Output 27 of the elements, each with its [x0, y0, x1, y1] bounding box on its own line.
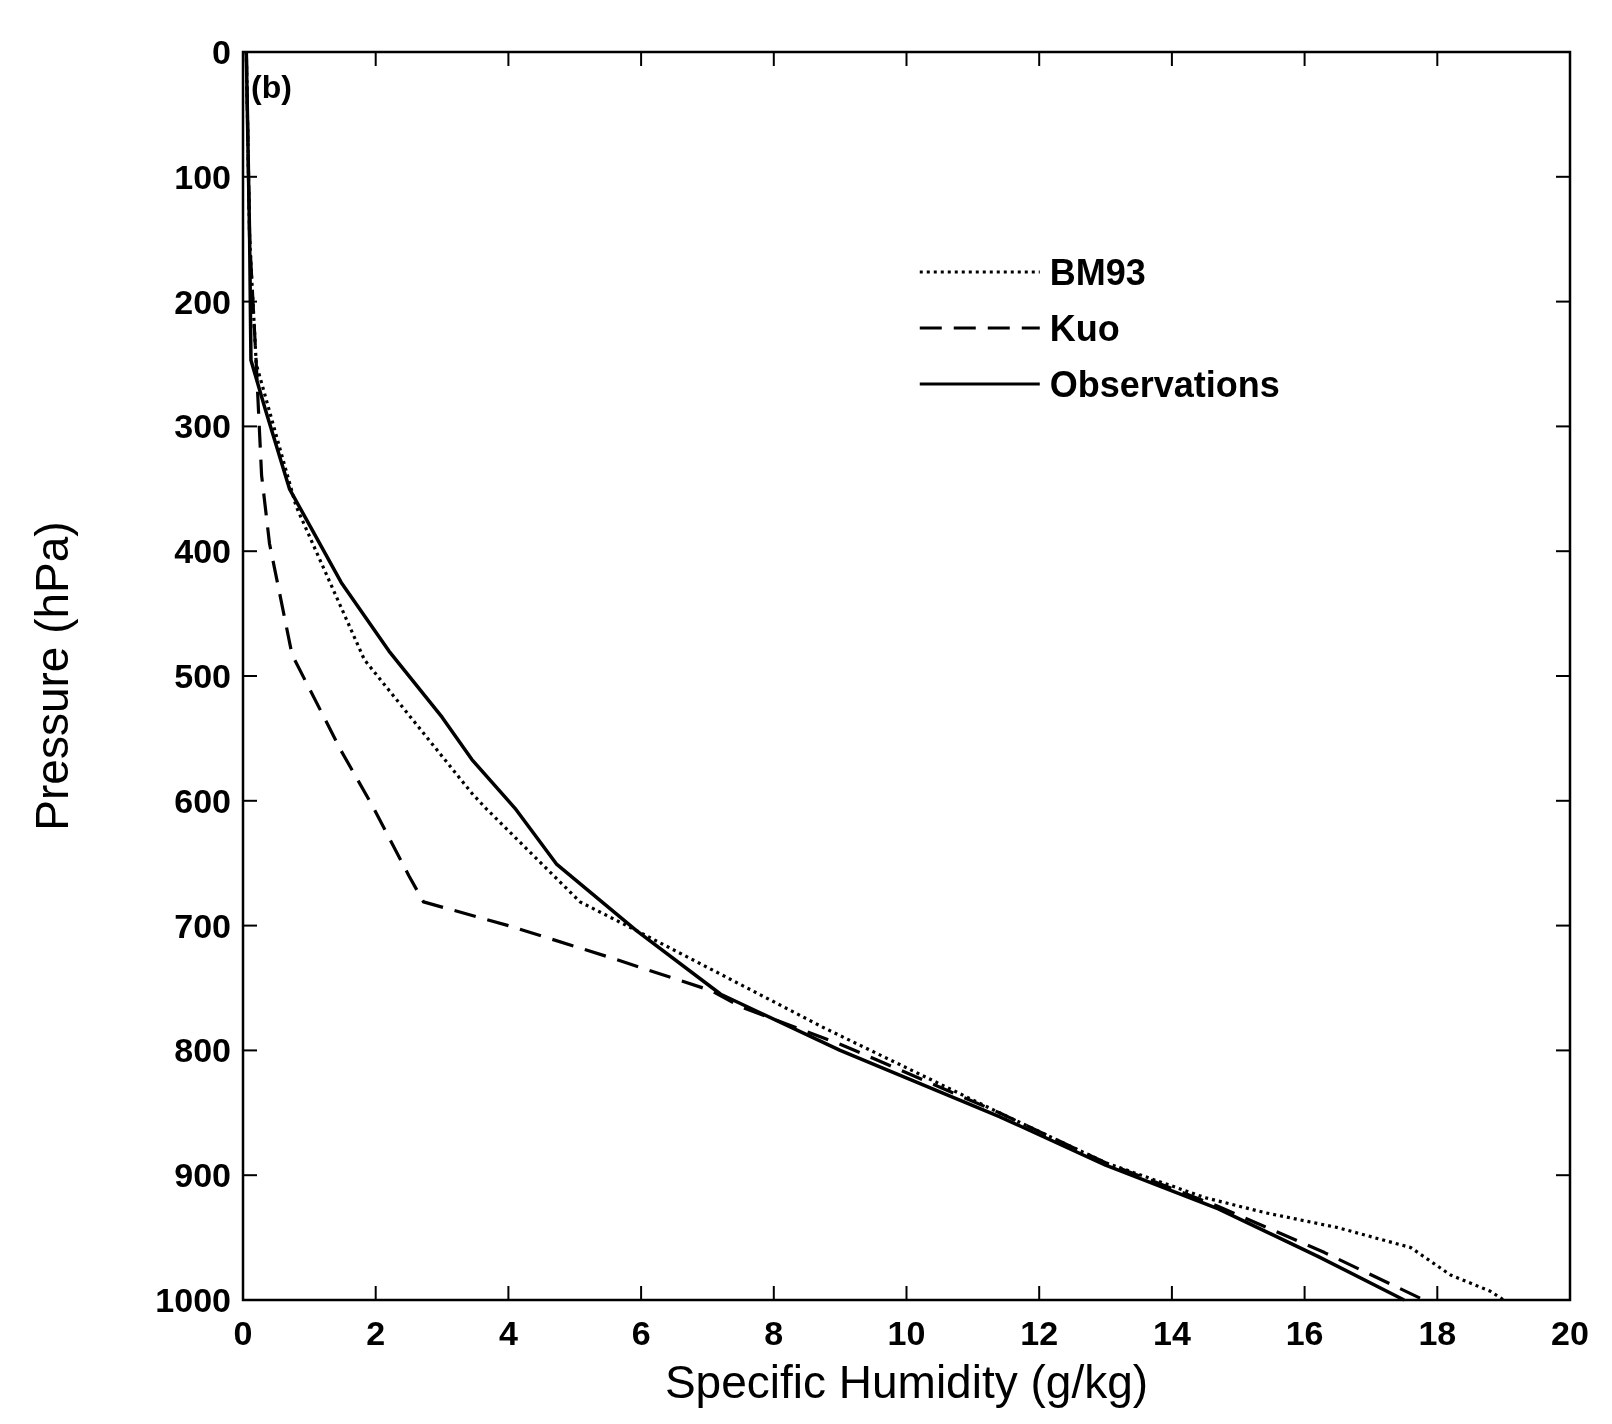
- x-tick-label: 16: [1285, 1314, 1324, 1352]
- x-tick-label: 8: [764, 1314, 784, 1352]
- y-tick-label: 100: [174, 157, 231, 196]
- x-tick-label: 14: [1152, 1314, 1191, 1352]
- x-tick-label: 18: [1418, 1314, 1457, 1352]
- y-tick-label: 400: [174, 532, 231, 571]
- y-axis-title: Pressure (hPa): [26, 521, 78, 831]
- y-tick-label: 300: [174, 407, 231, 446]
- x-tick-label: 12: [1020, 1314, 1059, 1352]
- y-tick-label: 600: [174, 781, 231, 820]
- y-tick-label: 900: [174, 1156, 231, 1195]
- y-tick-label: 500: [174, 657, 231, 695]
- x-axis-title: Specific Humidity (g/kg): [664, 1356, 1149, 1408]
- y-tick-label: 200: [174, 282, 231, 321]
- y-tick-label: 700: [174, 906, 231, 945]
- y-tick-label: 1000: [155, 1281, 231, 1319]
- legend-label: Observations: [1049, 364, 1280, 405]
- x-tick-label: 4: [498, 1314, 518, 1352]
- x-tick-label: 2: [366, 1314, 386, 1352]
- y-tick-label: 800: [174, 1031, 231, 1070]
- y-tick-label: 0: [212, 33, 231, 71]
- x-tick-label: 10: [887, 1314, 926, 1352]
- x-tick-label: 20: [1551, 1314, 1589, 1352]
- legend-label: BM93: [1049, 252, 1146, 293]
- x-tick-label: 6: [631, 1314, 651, 1352]
- legend-label: Kuo: [1049, 308, 1120, 349]
- annotation: (b): [251, 69, 292, 105]
